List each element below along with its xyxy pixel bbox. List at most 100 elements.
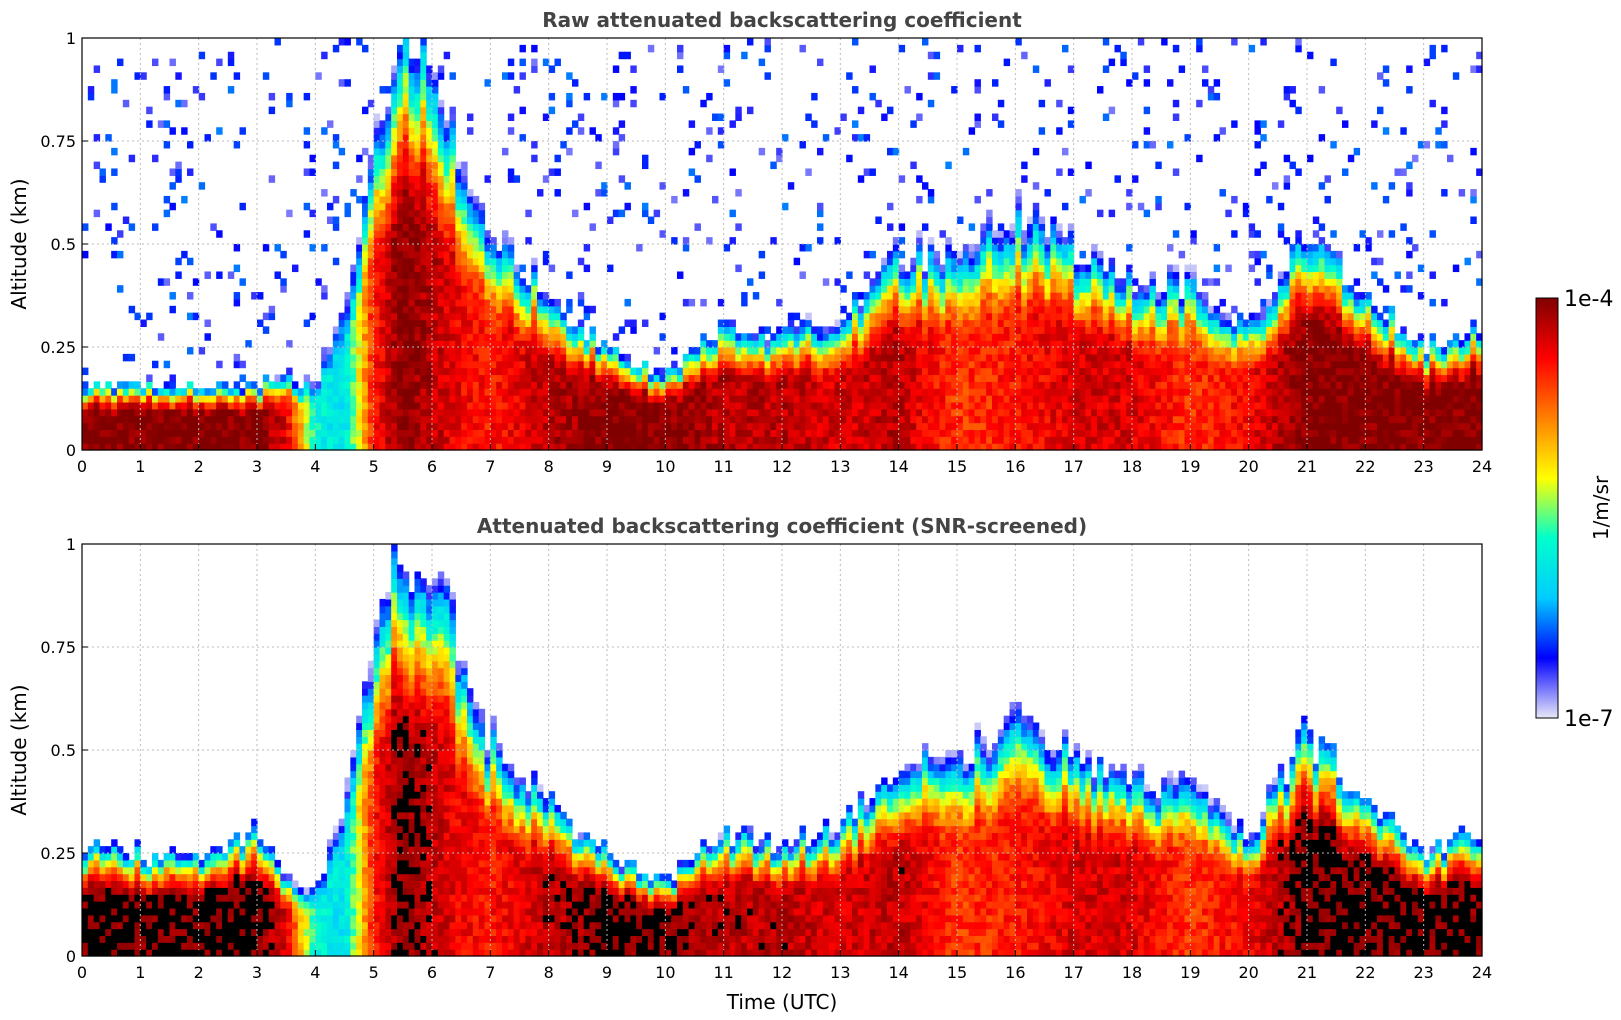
heatmap-cell xyxy=(443,216,451,224)
heatmap-cell xyxy=(910,429,917,437)
heatmap-cell xyxy=(1003,395,1011,403)
heatmap-cell xyxy=(898,367,906,376)
heatmap-cell xyxy=(607,415,614,424)
heatmap-cell xyxy=(1027,264,1034,273)
heatmap-cell xyxy=(887,415,894,424)
heatmap-cell xyxy=(157,278,165,286)
heatmap-cell xyxy=(554,312,561,321)
heatmap-cell xyxy=(146,401,153,410)
heatmap-cell xyxy=(992,237,999,245)
heatmap-cell xyxy=(1050,305,1057,314)
heatmap-cell xyxy=(595,189,602,197)
heatmap-cell xyxy=(513,367,521,376)
heatmap-cell xyxy=(432,120,439,128)
heatmap-cell xyxy=(367,340,375,348)
heatmap-cell xyxy=(484,347,491,355)
heatmap-cell xyxy=(1114,278,1121,286)
heatmap-cell xyxy=(128,443,136,451)
heatmap-cell xyxy=(560,347,567,355)
heatmap-cell xyxy=(542,367,550,376)
heatmap-cell xyxy=(717,388,725,396)
heatmap-cell xyxy=(997,340,1005,348)
heatmap-cell xyxy=(379,436,386,444)
heatmap-cell xyxy=(898,353,906,362)
heatmap-cell xyxy=(875,436,882,444)
heatmap-cell xyxy=(1120,51,1127,60)
heatmap-cell xyxy=(443,195,451,204)
heatmap-cell xyxy=(554,436,561,444)
heatmap-cell xyxy=(1178,333,1186,341)
heatmap-cell xyxy=(986,388,993,396)
heatmap-cell xyxy=(420,38,427,46)
heatmap-cell xyxy=(700,360,707,369)
heatmap-cell xyxy=(980,340,987,348)
heatmap-cell xyxy=(362,443,369,451)
heatmap-cell xyxy=(642,202,649,211)
heatmap-cell xyxy=(1056,292,1063,300)
heatmap-cell xyxy=(817,415,824,424)
heatmap-cell xyxy=(764,353,771,362)
heatmap-cell xyxy=(1126,436,1133,444)
heatmap-cell xyxy=(887,202,894,211)
heatmap-cell xyxy=(397,141,404,149)
heatmap-cell xyxy=(402,319,410,327)
heatmap-cell xyxy=(99,408,106,417)
heatmap-cell xyxy=(461,395,468,403)
heatmap-cell xyxy=(82,415,89,424)
heatmap-cell xyxy=(1027,360,1034,369)
heatmap-cell xyxy=(863,292,871,300)
heatmap-cell xyxy=(484,312,491,321)
heatmap-cell xyxy=(548,319,556,327)
heatmap-cell xyxy=(554,58,561,67)
heatmap-cell xyxy=(245,401,252,410)
heatmap-cell xyxy=(957,305,964,314)
heatmap-cell xyxy=(1067,408,1075,417)
heatmap-cell xyxy=(922,292,929,300)
heatmap-cell xyxy=(968,395,976,403)
heatmap-cell xyxy=(986,395,993,403)
heatmap-cell xyxy=(1021,415,1028,424)
heatmap-cell xyxy=(741,395,748,403)
heatmap-cell xyxy=(1126,340,1133,348)
heatmap-cell xyxy=(1003,278,1011,286)
heatmap-cell xyxy=(1079,285,1086,293)
heatmap-cell xyxy=(974,285,981,293)
heatmap-cell xyxy=(607,401,614,410)
heatmap-cell xyxy=(904,326,911,334)
heatmap-cell xyxy=(887,374,894,382)
heatmap-cell xyxy=(262,408,270,417)
heatmap-cell xyxy=(1027,436,1034,444)
heatmap-cell xyxy=(350,429,357,437)
heatmap-cell xyxy=(216,360,223,369)
heatmap-cell xyxy=(852,134,859,142)
heatmap-cell xyxy=(1167,326,1174,334)
heatmap-cell xyxy=(951,340,958,348)
heatmap-cell xyxy=(1091,271,1098,279)
heatmap-cell xyxy=(157,120,165,128)
heatmap-cell xyxy=(455,250,462,259)
heatmap-cell xyxy=(432,127,439,135)
heatmap-cell xyxy=(414,161,421,170)
heatmap-cell xyxy=(1044,189,1051,197)
heatmap-cell xyxy=(175,271,182,279)
heatmap-cell xyxy=(274,271,281,279)
heatmap-cell xyxy=(472,244,480,252)
heatmap-cell xyxy=(472,237,480,245)
heatmap-cell xyxy=(560,395,567,403)
heatmap-cell xyxy=(1085,333,1092,341)
heatmap-cell xyxy=(1032,374,1040,382)
heatmap-cell xyxy=(805,408,812,417)
heatmap-cell xyxy=(793,401,801,410)
heatmap-cell xyxy=(869,353,876,362)
heatmap-cell xyxy=(443,436,451,444)
heatmap-cell xyxy=(852,415,859,424)
heatmap-cell xyxy=(887,333,894,341)
heatmap-cell xyxy=(863,353,871,362)
heatmap-cell xyxy=(869,374,876,382)
heatmap-cell xyxy=(869,319,876,327)
heatmap-cell xyxy=(881,113,888,121)
heatmap-cell xyxy=(980,429,987,437)
heatmap-cell xyxy=(706,347,713,355)
heatmap-cell xyxy=(128,415,136,424)
heatmap-cell xyxy=(1027,374,1034,382)
